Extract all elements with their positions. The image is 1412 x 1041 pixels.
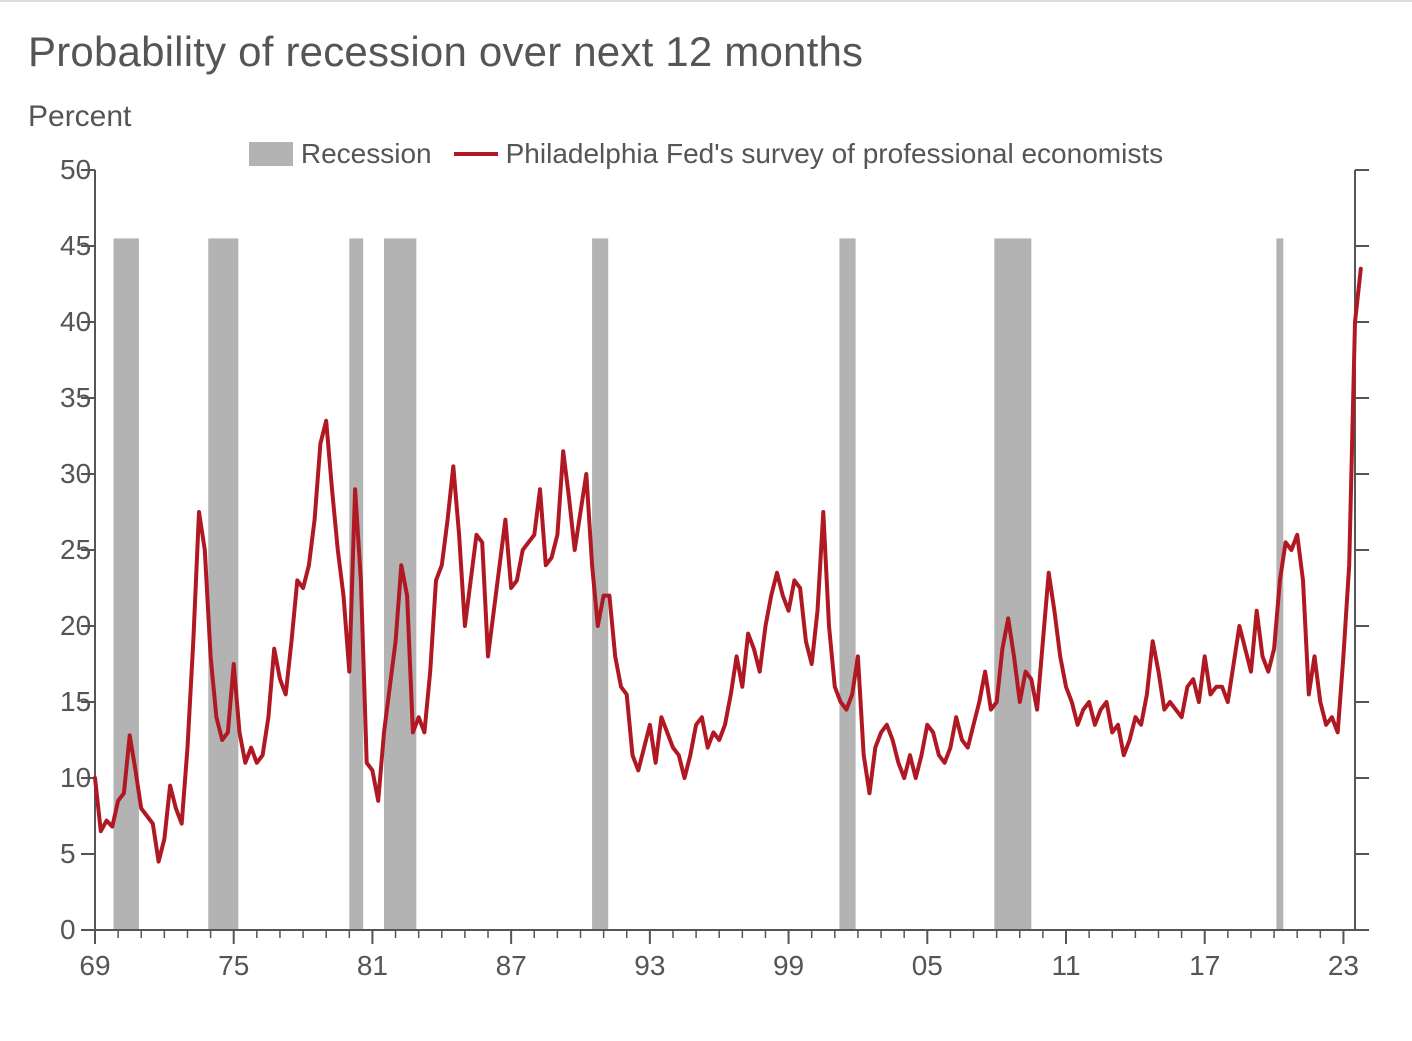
y-tick-label: 15 (60, 686, 73, 718)
plot-area (95, 170, 1355, 930)
legend-swatch-line (454, 152, 498, 156)
y-tick-label: 45 (60, 230, 73, 262)
y-axis-label: Percent (28, 100, 131, 134)
legend-label-recession: Recession (301, 138, 432, 170)
y-tick-label: 35 (60, 382, 73, 414)
chart-title: Probability of recession over next 12 mo… (28, 28, 863, 76)
y-tick-label: 5 (60, 838, 73, 870)
x-tick-label: 05 (912, 950, 943, 982)
legend-item-recession: Recession (249, 138, 432, 170)
legend-swatch-recession (249, 142, 293, 166)
y-tick-label: 50 (60, 154, 73, 186)
recession-band (839, 238, 855, 930)
x-tick-label: 75 (218, 950, 249, 982)
x-tick-label: 11 (1051, 950, 1080, 982)
x-tick-label: 93 (634, 950, 665, 982)
x-tick-label: 17 (1189, 950, 1220, 982)
y-tick-label: 20 (60, 610, 73, 642)
legend-label-line: Philadelphia Fed's survey of professiona… (506, 138, 1163, 170)
recession-band (208, 238, 238, 930)
probability-line (95, 269, 1361, 862)
legend-item-line: Philadelphia Fed's survey of professiona… (454, 138, 1163, 170)
y-tick-label: 40 (60, 306, 73, 338)
page: Probability of recession over next 12 mo… (0, 0, 1412, 1041)
x-tick-label: 87 (496, 950, 527, 982)
x-tick-label: 99 (773, 950, 804, 982)
y-tick-label: 0 (60, 914, 73, 946)
y-tick-label: 10 (60, 762, 73, 794)
x-tick-label: 69 (79, 950, 110, 982)
recession-band (994, 238, 1031, 930)
legend: Recession Philadelphia Fed's survey of p… (0, 138, 1412, 170)
x-tick-label: 81 (357, 950, 388, 982)
recession-band (113, 238, 138, 930)
y-tick-label: 30 (60, 458, 73, 490)
y-tick-label: 25 (60, 534, 73, 566)
top-rule (0, 0, 1412, 2)
plot-svg (95, 170, 1355, 930)
x-tick-label: 23 (1328, 950, 1359, 982)
